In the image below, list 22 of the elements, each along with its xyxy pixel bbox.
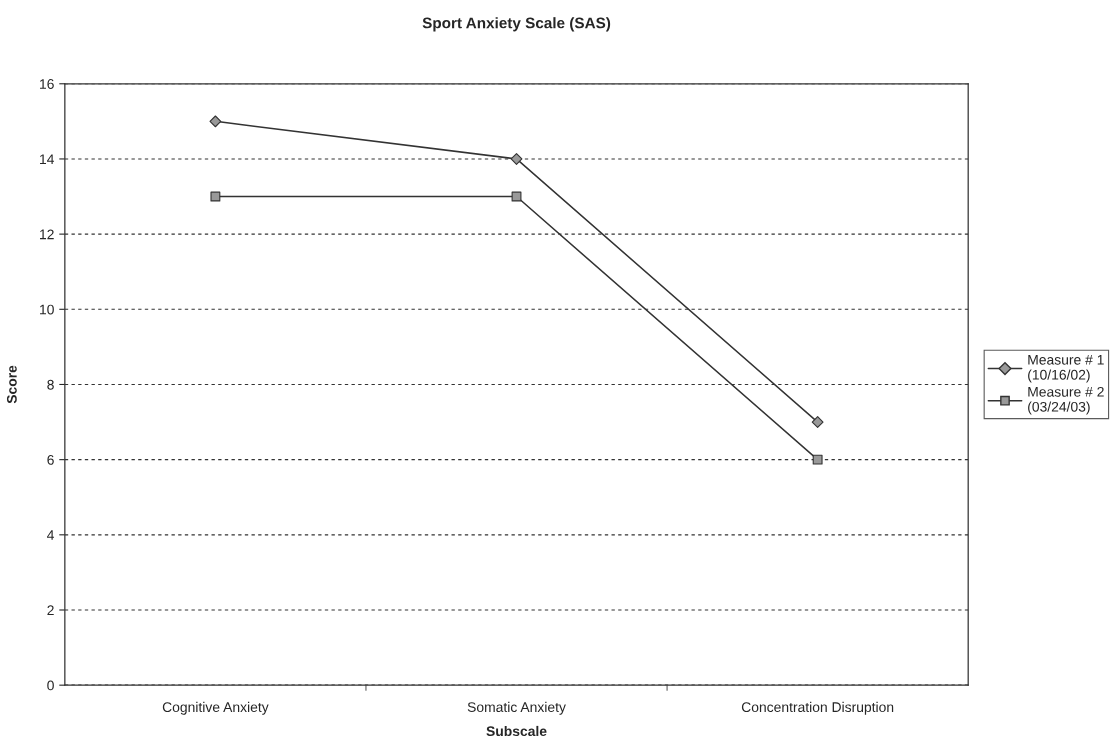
y-tick-label: 10 [40,304,54,315]
point [510,153,523,165]
x-tick-label: Somatic Anxiety [467,701,566,715]
point [812,454,823,465]
point [210,191,221,202]
y-tick-label: 0 [47,680,54,691]
y-tick-label: 4 [47,530,55,540]
y-tick-label: 12 [40,229,54,240]
y-tick-label: 6 [47,454,54,465]
y-tick-label: 16 [40,79,54,89]
y-tick-label: 14 [40,154,55,164]
legend-label: Measure # 2 (03/24/03) [1028,386,1104,415]
chart-title: Sport Anxiety Scale (SAS) [422,17,611,32]
x-tick-label: Cognitive Anxiety [162,701,269,715]
point [811,416,824,428]
x-tick-label: Concentration Disruption [741,701,894,715]
y-tick-label: 8 [47,379,54,390]
point [209,115,222,128]
x-axis-title: Subscale [486,725,547,737]
legend-label: Measure # 1 (10/16/02) [1028,354,1104,383]
y-axis-title: Score [6,365,17,404]
y-tick-label: 2 [47,605,54,616]
